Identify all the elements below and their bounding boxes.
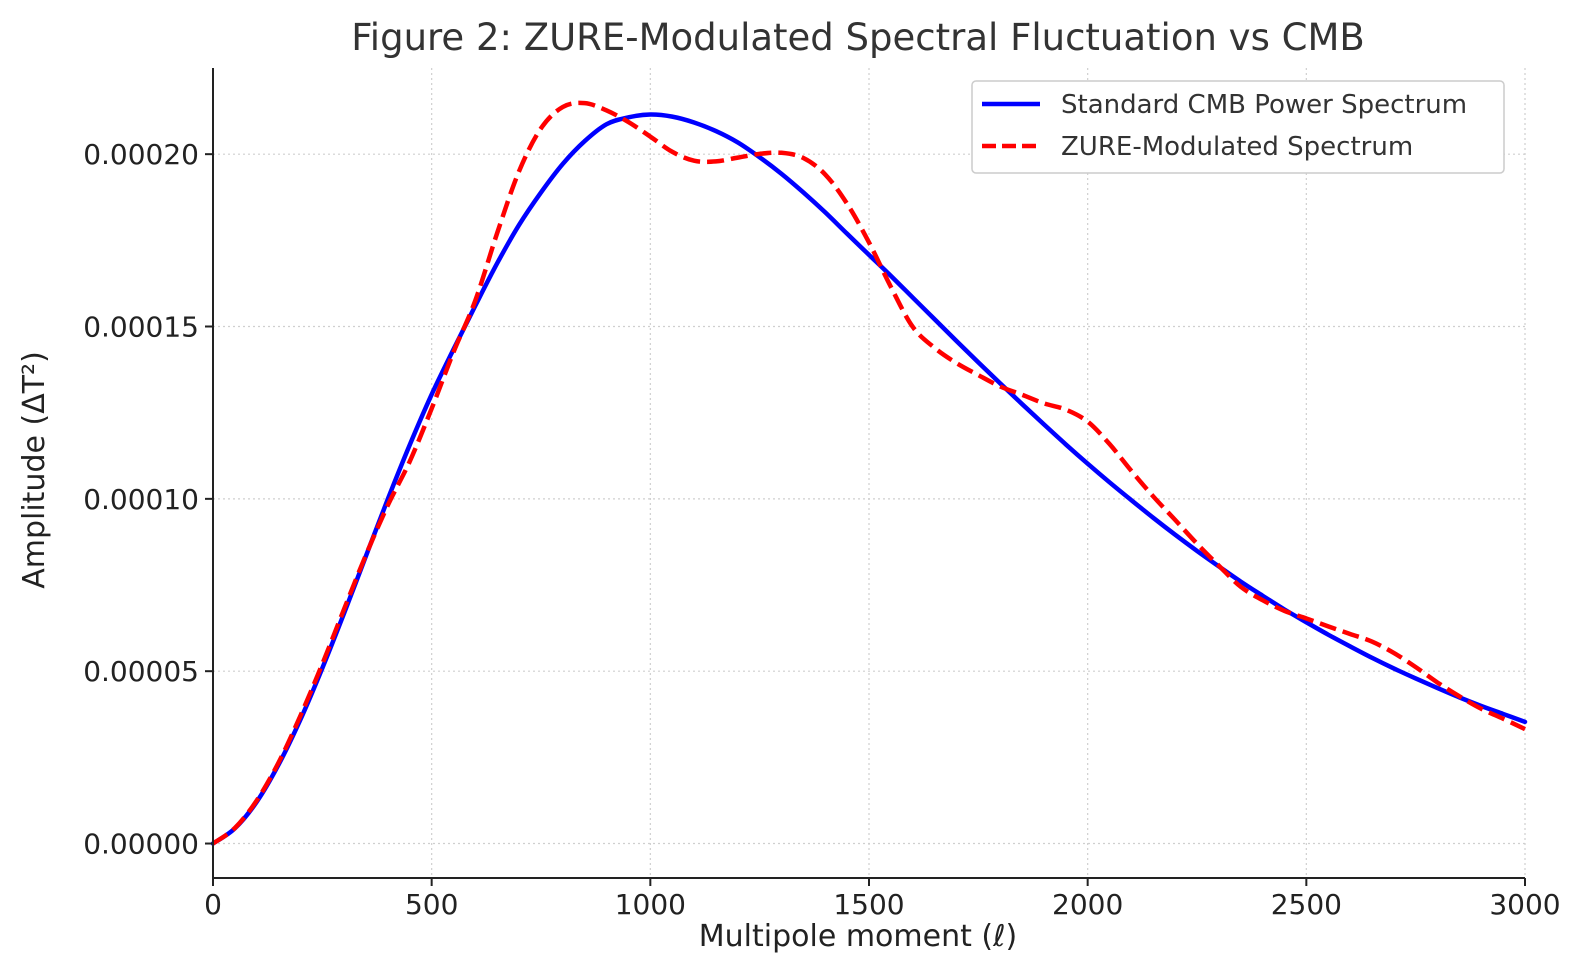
legend-box [971, 80, 1505, 174]
y-tick-label: 0.00020 [83, 138, 199, 171]
series-line-standard-cmb [210, 112, 1528, 846]
x-tick-labels: 0 500 1000 1500 2000 2500 3000 [204, 888, 1561, 921]
x-tick-label: 2500 [1271, 888, 1342, 921]
x-tick-label: 500 [405, 888, 458, 921]
y-tick-labels: 0.00000 0.00005 0.00010 0.00015 0.00020 [83, 138, 199, 860]
chart-title: Figure 2: ZURE-Modulated Spectral Fluctu… [351, 16, 1365, 59]
legend-label-zure-modulated: ZURE-Modulated Spectrum [1061, 132, 1413, 162]
axes [205, 68, 1526, 886]
x-tick-label: 1500 [833, 888, 904, 921]
x-tick-label: 1000 [615, 888, 686, 921]
x-tick-label: 2000 [1052, 888, 1123, 921]
y-axis-label: Amplitude (ΔT²) [17, 351, 52, 589]
y-tick-label: 0.00010 [83, 483, 199, 516]
legend: Standard CMB Power Spectrum ZURE-Modulate… [971, 80, 1505, 174]
legend-label-standard-cmb: Standard CMB Power Spectrum [1061, 90, 1467, 120]
series-line-zure-modulated [211, 100, 1526, 846]
data-series [210, 100, 1528, 846]
x-tick-label: 0 [204, 888, 222, 921]
y-tick-label: 0.00000 [83, 828, 199, 861]
grid-lines [212, 68, 1526, 878]
x-axis-label: Multipole moment (ℓ) [699, 919, 1017, 954]
y-tick-label: 0.00005 [83, 655, 199, 688]
x-tick-label: 3000 [1489, 888, 1560, 921]
y-tick-label: 0.00015 [83, 311, 199, 344]
